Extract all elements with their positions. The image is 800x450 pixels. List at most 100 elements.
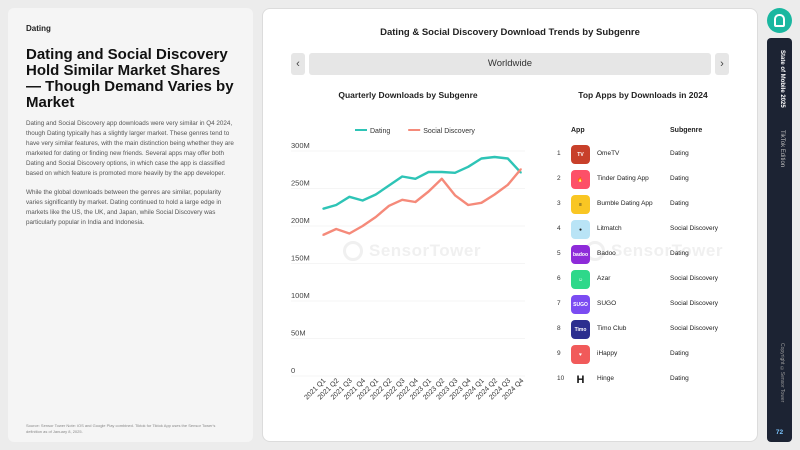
y-tick-label: 50M <box>291 329 306 338</box>
data-point <box>454 194 456 197</box>
app-rank: 4 <box>557 225 561 232</box>
top-apps-list: 1 TV OmeTV Dating 2 🔥 Tinder Dating App Dating 3… <box>557 142 757 392</box>
region-selector[interactable]: Worldwide <box>309 53 711 75</box>
app-subgenre: Social Discovery <box>670 225 719 232</box>
y-tick-label: 150M <box>291 254 310 263</box>
app-row: 6 ☺ Azar Social Discovery <box>557 267 757 292</box>
data-point <box>467 204 469 206</box>
legend-label-1: Social Discovery <box>423 128 475 135</box>
data-point <box>493 193 496 196</box>
body-paragraph-1: Dating and Social Discovery app download… <box>26 120 234 177</box>
data-point <box>520 171 522 174</box>
data-point <box>322 234 324 236</box>
data-point <box>427 190 430 193</box>
watermark-right: SensorTower <box>611 241 723 260</box>
y-tick-label: 200M <box>291 216 310 225</box>
watermark-logo-icon <box>343 241 363 261</box>
data-point <box>414 177 417 180</box>
app-name: Hinge <box>597 375 614 382</box>
previous-region-button[interactable]: ‹ <box>291 53 305 75</box>
subgenre-column-header: Subgenre <box>670 127 703 134</box>
app-name: SUGO <box>597 300 617 307</box>
data-point <box>507 183 509 186</box>
app-rank: 8 <box>557 325 561 332</box>
ihappy-icon: ♥ <box>571 345 590 364</box>
app-row: 2 🔥 Tinder Dating App Dating <box>557 167 757 192</box>
app-row: 3 ≡ Bumble Dating App Dating <box>557 192 757 217</box>
app-row: 5 badoo Badoo Dating <box>557 242 757 267</box>
data-point <box>335 204 337 206</box>
data-point <box>493 156 496 158</box>
app-subgenre: Dating <box>670 350 689 357</box>
report-edition: TikTok Edition <box>779 130 785 168</box>
app-name: Tinder Dating App <box>597 175 649 182</box>
app-subgenre: Social Discovery <box>670 325 719 332</box>
quarterly-downloads-chart: Quarterly Downloads by Subgenre Dating Soc… <box>291 90 525 401</box>
data-point <box>401 175 403 178</box>
app-subgenre: Dating <box>670 375 689 382</box>
watermark-left: SensorTower <box>369 241 481 260</box>
app-name: Timo Club <box>597 325 627 332</box>
source-note: Source: Sensor Tower Note: iOS and Googl… <box>26 423 216 434</box>
badoo-icon: badoo <box>571 245 590 264</box>
data-point <box>388 184 390 187</box>
app-subgenre: Dating <box>670 150 689 157</box>
bumble-icon: ≡ <box>571 195 590 214</box>
legend-label-0: Dating <box>370 128 390 135</box>
data-point <box>441 177 443 180</box>
series-line-0 <box>322 155 522 210</box>
page-number: 72 <box>775 429 784 436</box>
app-row: 10 H Hinge Dating <box>557 367 757 392</box>
app-row: 7 SUGO SUGO Social Discovery <box>557 292 757 317</box>
app-subgenre: Social Discovery <box>670 275 719 282</box>
side-strip: State of Mobile 2025 TikTok Edition Copy… <box>767 8 792 442</box>
data-point <box>467 165 469 168</box>
data-point <box>388 204 390 207</box>
data-point <box>414 201 417 203</box>
app-subgenre: Social Discovery <box>670 300 719 307</box>
data-point <box>520 168 522 170</box>
data-point <box>348 232 351 235</box>
app-rank: 1 <box>557 150 561 157</box>
copyright-text: Copyright ©Sensor Tower <box>779 343 785 403</box>
y-tick-label: 300M <box>291 141 310 150</box>
top-apps-title: Top Apps by Downloads in 2024 <box>578 90 708 100</box>
app-rank: 3 <box>557 200 561 207</box>
app-row: 8 Timo Timo Club Social Discovery <box>557 317 757 342</box>
report-title: State of Mobile 2025 <box>779 50 785 108</box>
app-row: 4 ● Litmatch Social Discovery <box>557 217 757 242</box>
data-point <box>322 207 324 210</box>
data-point <box>401 198 403 201</box>
app-rank: 5 <box>557 250 561 257</box>
data-point <box>361 225 364 227</box>
app-name: Azar <box>597 275 611 282</box>
data-point <box>375 216 377 218</box>
app-rank: 6 <box>557 275 561 282</box>
next-region-button[interactable]: › <box>715 53 729 75</box>
data-point <box>480 157 483 160</box>
data-point <box>507 157 509 160</box>
chart-card: SensorTower SensorTower Dating & Social … <box>262 8 758 442</box>
hinge-icon: H <box>571 370 590 389</box>
app-subgenre: Dating <box>670 250 689 257</box>
chart-title: Quarterly Downloads by Subgenre <box>338 90 478 100</box>
app-name: Badoo <box>597 250 616 257</box>
data-point <box>335 228 337 230</box>
intro-panel: Dating Dating and Social Discovery Hold … <box>8 8 253 442</box>
card-title: Dating & Social Discovery Download Trend… <box>380 27 640 38</box>
app-name: Bumble Dating App <box>597 200 653 207</box>
app-name: iHappy <box>597 350 618 357</box>
data-point <box>427 171 430 173</box>
app-row: 9 ♥ iHappy Dating <box>557 342 757 367</box>
timo-icon: Timo <box>571 320 590 339</box>
data-point <box>480 201 483 204</box>
app-rank: 2 <box>557 175 561 182</box>
app-rank: 9 <box>557 350 561 357</box>
app-subgenre: Dating <box>670 175 689 182</box>
app-rank: 7 <box>557 300 561 307</box>
app-row: 1 TV OmeTV Dating <box>557 142 757 167</box>
app-column-header: App <box>571 127 585 134</box>
ometv-icon: TV <box>571 145 590 164</box>
app-rank: 10 <box>557 375 565 382</box>
series-line-1 <box>322 168 522 237</box>
